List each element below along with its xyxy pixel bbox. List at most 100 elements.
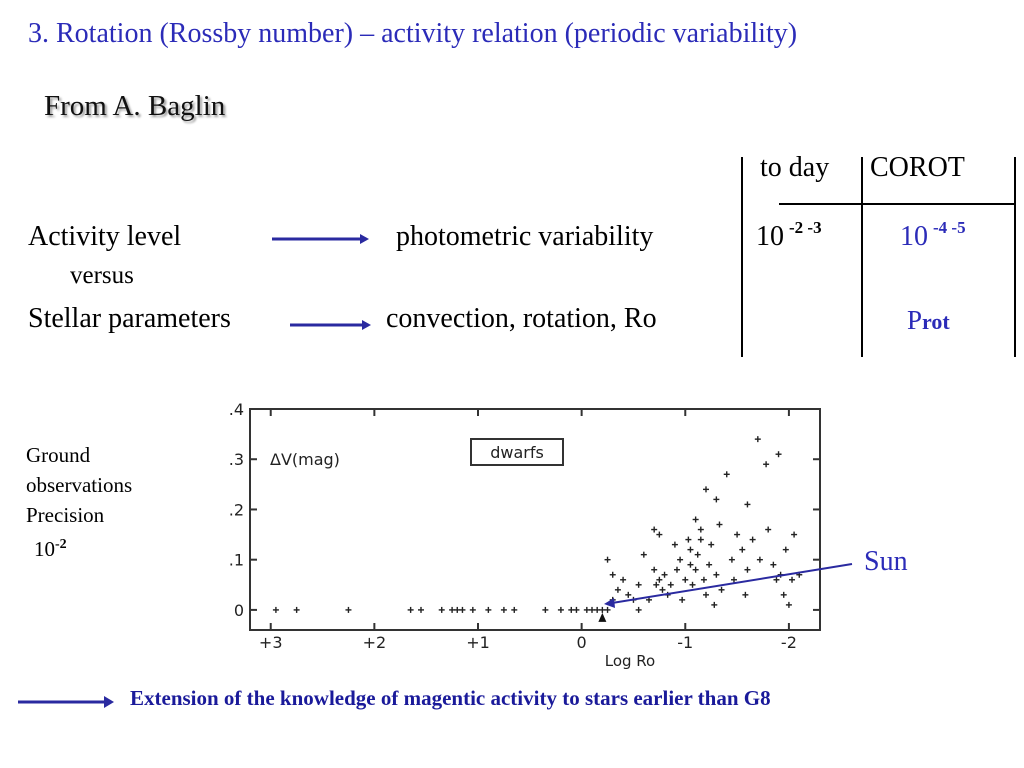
x-tick-label: +3 xyxy=(259,633,283,652)
data-point xyxy=(677,556,684,563)
data-point xyxy=(673,566,680,573)
data-point xyxy=(791,531,798,538)
x-axis-label: Log Ro xyxy=(605,652,656,670)
note-value-exp: -2 xyxy=(55,537,67,552)
data-point xyxy=(609,596,616,603)
data-point xyxy=(656,531,663,538)
data-point xyxy=(469,606,476,613)
data-point xyxy=(454,606,461,613)
data-point xyxy=(742,591,749,598)
data-point xyxy=(557,606,564,613)
row-stellar-parameters: Stellar parameters xyxy=(28,303,231,334)
today-precision: 10 -2 -3 xyxy=(756,218,822,253)
data-point xyxy=(775,451,782,458)
data-point xyxy=(589,606,595,613)
data-point xyxy=(511,606,518,613)
data-point xyxy=(780,591,787,598)
data-point xyxy=(765,526,772,533)
versus-label: versus xyxy=(70,262,134,289)
data-point xyxy=(635,606,642,613)
corot-precision-base: 10 xyxy=(900,221,928,252)
data-point xyxy=(272,606,279,613)
arrow-stellar xyxy=(290,320,371,330)
data-point xyxy=(671,541,678,548)
data-point xyxy=(692,566,699,573)
data-point xyxy=(640,551,647,558)
note-line-ground: Ground xyxy=(26,443,91,467)
x-tick-label: 0 xyxy=(577,633,587,652)
data-point xyxy=(620,576,627,583)
data-point xyxy=(687,546,694,553)
data-point xyxy=(667,581,674,588)
data-point xyxy=(604,606,611,613)
note-line-observations: observations xyxy=(26,473,133,497)
data-point xyxy=(573,606,580,613)
data-point xyxy=(407,606,414,613)
data-point xyxy=(756,556,763,563)
legend-dwarfs: dwarfs xyxy=(490,443,544,462)
arrow-activity xyxy=(272,234,369,244)
data-point xyxy=(716,521,723,528)
data-point xyxy=(744,566,751,573)
table-divider-left xyxy=(741,157,743,357)
data-point xyxy=(500,606,507,613)
x-tick-label: +2 xyxy=(363,633,387,652)
data-point xyxy=(763,461,770,468)
sun-marker xyxy=(598,612,607,622)
col-header-corot: COROT xyxy=(870,152,965,183)
data-point xyxy=(568,606,575,613)
footer-text: Extension of the knowledge of magentic a… xyxy=(130,686,771,710)
corot-precision-exp: -4 -5 xyxy=(933,218,966,237)
data-point xyxy=(706,561,713,568)
data-point xyxy=(604,556,611,563)
data-point xyxy=(664,591,671,598)
data-point xyxy=(438,606,445,613)
today-precision-exp: -2 -3 xyxy=(789,218,822,237)
data-point xyxy=(659,586,666,593)
data-point xyxy=(542,606,549,613)
data-point xyxy=(728,556,735,563)
data-point xyxy=(651,526,658,533)
corot-prot-sub: rot xyxy=(922,309,950,334)
data-point xyxy=(703,486,709,493)
data-point xyxy=(651,566,658,573)
footer-arrow xyxy=(18,696,114,708)
data-point xyxy=(630,596,637,603)
data-point xyxy=(653,581,660,588)
data-point xyxy=(770,561,777,568)
note-value-base: 10 xyxy=(34,537,55,561)
data-point xyxy=(679,596,686,603)
row-convection-rotation: convection, rotation, Ro xyxy=(386,303,657,334)
y-tick-label: .1 xyxy=(229,551,244,570)
note-line-value: 10-2 xyxy=(26,530,132,564)
data-point xyxy=(609,571,616,578)
data-point xyxy=(692,516,699,523)
data-point xyxy=(703,591,709,598)
data-point xyxy=(485,606,492,613)
data-point xyxy=(789,576,796,583)
data-point xyxy=(345,606,352,613)
data-point xyxy=(656,576,663,583)
row-activity-level: Activity level xyxy=(28,221,182,252)
data-point xyxy=(730,576,737,583)
data-point xyxy=(713,496,720,503)
note-line-precision: Precision xyxy=(26,503,105,527)
data-point xyxy=(646,596,652,603)
data-point xyxy=(782,546,789,553)
row-photometric-variability: photometric variability xyxy=(396,221,654,252)
data-point xyxy=(700,576,707,583)
legend-box xyxy=(470,438,564,466)
table-header-rule xyxy=(779,203,1016,205)
corot-prot: Prot xyxy=(907,305,950,336)
data-point xyxy=(682,576,689,583)
data-point xyxy=(689,581,696,588)
data-point xyxy=(583,606,590,613)
y-tick-label: .3 xyxy=(229,450,244,469)
data-point xyxy=(418,606,424,613)
data-point xyxy=(734,531,741,538)
x-tick-label: -2 xyxy=(781,633,797,652)
y-axis-label: ΔV(mag) xyxy=(270,450,340,469)
data-point xyxy=(796,571,803,578)
data-point xyxy=(718,586,725,593)
data-point xyxy=(694,551,701,558)
